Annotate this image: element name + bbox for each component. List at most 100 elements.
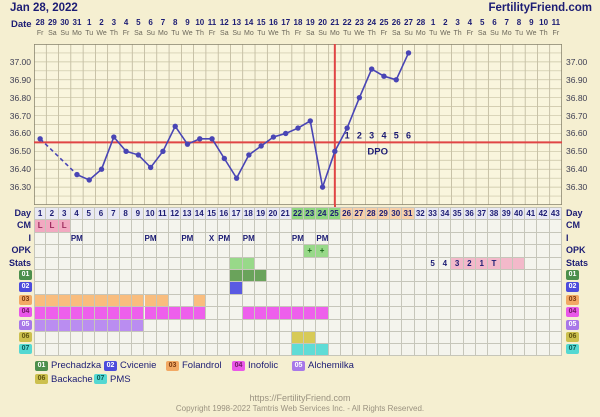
opk-row-cell-9 <box>132 245 145 257</box>
day-row-cell-20[interactable]: 20 <box>267 208 280 220</box>
med-07-row-cell-24 <box>316 344 329 355</box>
med-01-row-cell-4 <box>71 270 84 282</box>
legend-badge-02: 02 <box>104 360 117 371</box>
med-01-row-cell-20 <box>267 270 280 282</box>
med-01-row-cell-9 <box>132 270 145 282</box>
intercourse-row-label-right: I <box>566 232 569 243</box>
dpo-number-1: 1 <box>345 130 350 140</box>
day-row-cell-5[interactable]: 5 <box>83 208 96 220</box>
day-row-cell-6[interactable]: 6 <box>95 208 108 220</box>
day-row-cell-39[interactable]: 39 <box>500 208 513 220</box>
day-row-cell-19[interactable]: 19 <box>255 208 268 220</box>
opk-row-cell-23: + <box>304 245 317 257</box>
day-row-cell-28[interactable]: 28 <box>365 208 378 220</box>
day-row-cell-35[interactable]: 35 <box>451 208 464 220</box>
day-row-cell-11[interactable]: 11 <box>156 208 170 220</box>
med-06-row-cell-9 <box>132 332 145 344</box>
day-row-cell-42[interactable]: 42 <box>537 208 550 220</box>
cm-row-cell-4 <box>71 220 84 232</box>
med-05-row-cell-23 <box>304 319 317 331</box>
temp-point-day-14 <box>197 136 203 142</box>
opk-row-cell-36 <box>464 245 477 257</box>
day-row-cell-43[interactable]: 43 <box>549 208 562 220</box>
day-row-cell-40[interactable]: 40 <box>512 208 526 220</box>
day-row-cell-34[interactable]: 34 <box>439 208 452 220</box>
day-row-cell-37[interactable]: 37 <box>476 208 489 220</box>
day-row-cell-32[interactable]: 32 <box>414 208 427 220</box>
med-04-row-cell-13 <box>181 307 194 319</box>
day-row-cell-15[interactable]: 15 <box>205 208 219 220</box>
day-row-cell-38[interactable]: 38 <box>488 208 501 220</box>
med-02-row-cell-2 <box>46 282 59 294</box>
med-04-row-cell-5 <box>83 307 96 319</box>
chart-border <box>34 44 562 205</box>
day-row-cell-13[interactable]: 13 <box>181 208 194 220</box>
med-07-row-cell-20 <box>267 344 280 355</box>
day-row-cell-21[interactable]: 21 <box>279 208 292 220</box>
dpo-number-3: 3 <box>369 130 374 140</box>
opk-row-cell-1 <box>34 245 47 257</box>
day-row-cell-26[interactable]: 26 <box>340 208 354 220</box>
day-row-cell-31[interactable]: 31 <box>402 208 415 220</box>
stats-row-cell-14 <box>194 257 206 269</box>
day-row-cell-23[interactable]: 23 <box>304 208 317 220</box>
day-row-cell-10[interactable]: 10 <box>144 208 157 220</box>
day-row-cell-25[interactable]: 25 <box>328 208 341 220</box>
med-01-row-cell-28 <box>366 270 378 282</box>
day-row-cell-29[interactable]: 29 <box>377 208 391 220</box>
med-04-row-cell-33 <box>427 307 440 319</box>
day-row-cell-27[interactable]: 27 <box>353 208 366 220</box>
intercourse-row: PM PM PM X PM PM PM PM <box>34 231 562 245</box>
intercourse-row-cell-32 <box>415 232 427 245</box>
cm-row-cell-32 <box>415 220 427 232</box>
footer-url-link[interactable]: https://FertilityFriend.com <box>249 393 351 403</box>
day-row-cell-41[interactable]: 41 <box>525 208 538 220</box>
intercourse-row-cell-40 <box>513 232 526 245</box>
day-row-cell-17[interactable]: 17 <box>230 208 243 220</box>
day-row-cell-16[interactable]: 16 <box>218 208 231 220</box>
day-row-cell-1[interactable]: 1 <box>34 208 47 220</box>
med-02-row-cell-25 <box>329 282 341 294</box>
day-row-cell-14[interactable]: 14 <box>193 208 206 220</box>
med-03-row-cell-9 <box>132 294 145 307</box>
temp-point-day-13 <box>184 141 191 147</box>
med-06-row-cell-40 <box>513 332 526 344</box>
med-05-row-cell-27 <box>353 319 366 331</box>
stats-row-cell-29 <box>378 257 391 269</box>
med-03-row-cell-20 <box>267 294 280 307</box>
date-number-day-41: 9 <box>529 18 534 27</box>
day-row-cell-24[interactable]: 24 <box>316 208 329 220</box>
temp-point-day-1 <box>37 136 43 142</box>
cm-row-cell-18 <box>243 220 255 232</box>
day-row-label-left: Day <box>14 208 31 218</box>
temp-point-day-22 <box>295 125 301 131</box>
day-row-cell-36[interactable]: 36 <box>463 208 477 220</box>
med-06-row-cell-19 <box>255 332 268 344</box>
day-row-cell-8[interactable]: 8 <box>119 208 133 220</box>
opk-row-cell-11 <box>157 245 170 257</box>
med-02-badge-right: 02 <box>566 282 579 293</box>
cm-row-cell-41 <box>525 220 538 232</box>
day-row-cell-7[interactable]: 7 <box>107 208 120 220</box>
day-row-cell-22[interactable]: 22 <box>291 208 305 220</box>
day-row-cell-33[interactable]: 33 <box>426 208 440 220</box>
med-05-row-cell-19 <box>255 319 268 331</box>
day-row-cell-18[interactable]: 18 <box>242 208 255 220</box>
intercourse-row-cell-19 <box>255 232 268 245</box>
stats-row-cell-26 <box>341 257 354 269</box>
med-07-row-cell-22 <box>291 344 305 355</box>
day-row-cell-3[interactable]: 3 <box>58 208 71 220</box>
intercourse-row-cell-36 <box>464 232 477 245</box>
site-home-link[interactable]: FertilityFriend.com <box>488 2 592 14</box>
stats-row-cell-20 <box>267 257 280 269</box>
med-02-row-cell-26 <box>341 282 354 294</box>
day-row-cell-9[interactable]: 9 <box>132 208 145 220</box>
day-row-cell-30[interactable]: 30 <box>390 208 403 220</box>
med-02-row-cell-27 <box>353 282 366 294</box>
cm-row-cell-37 <box>476 220 489 232</box>
day-row-cell-12[interactable]: 12 <box>169 208 182 220</box>
med-03-row-cell-40 <box>513 294 526 307</box>
day-row-cell-2[interactable]: 2 <box>46 208 59 220</box>
weekday-day-42: Th <box>539 30 548 37</box>
day-row-cell-4[interactable]: 4 <box>70 208 84 220</box>
